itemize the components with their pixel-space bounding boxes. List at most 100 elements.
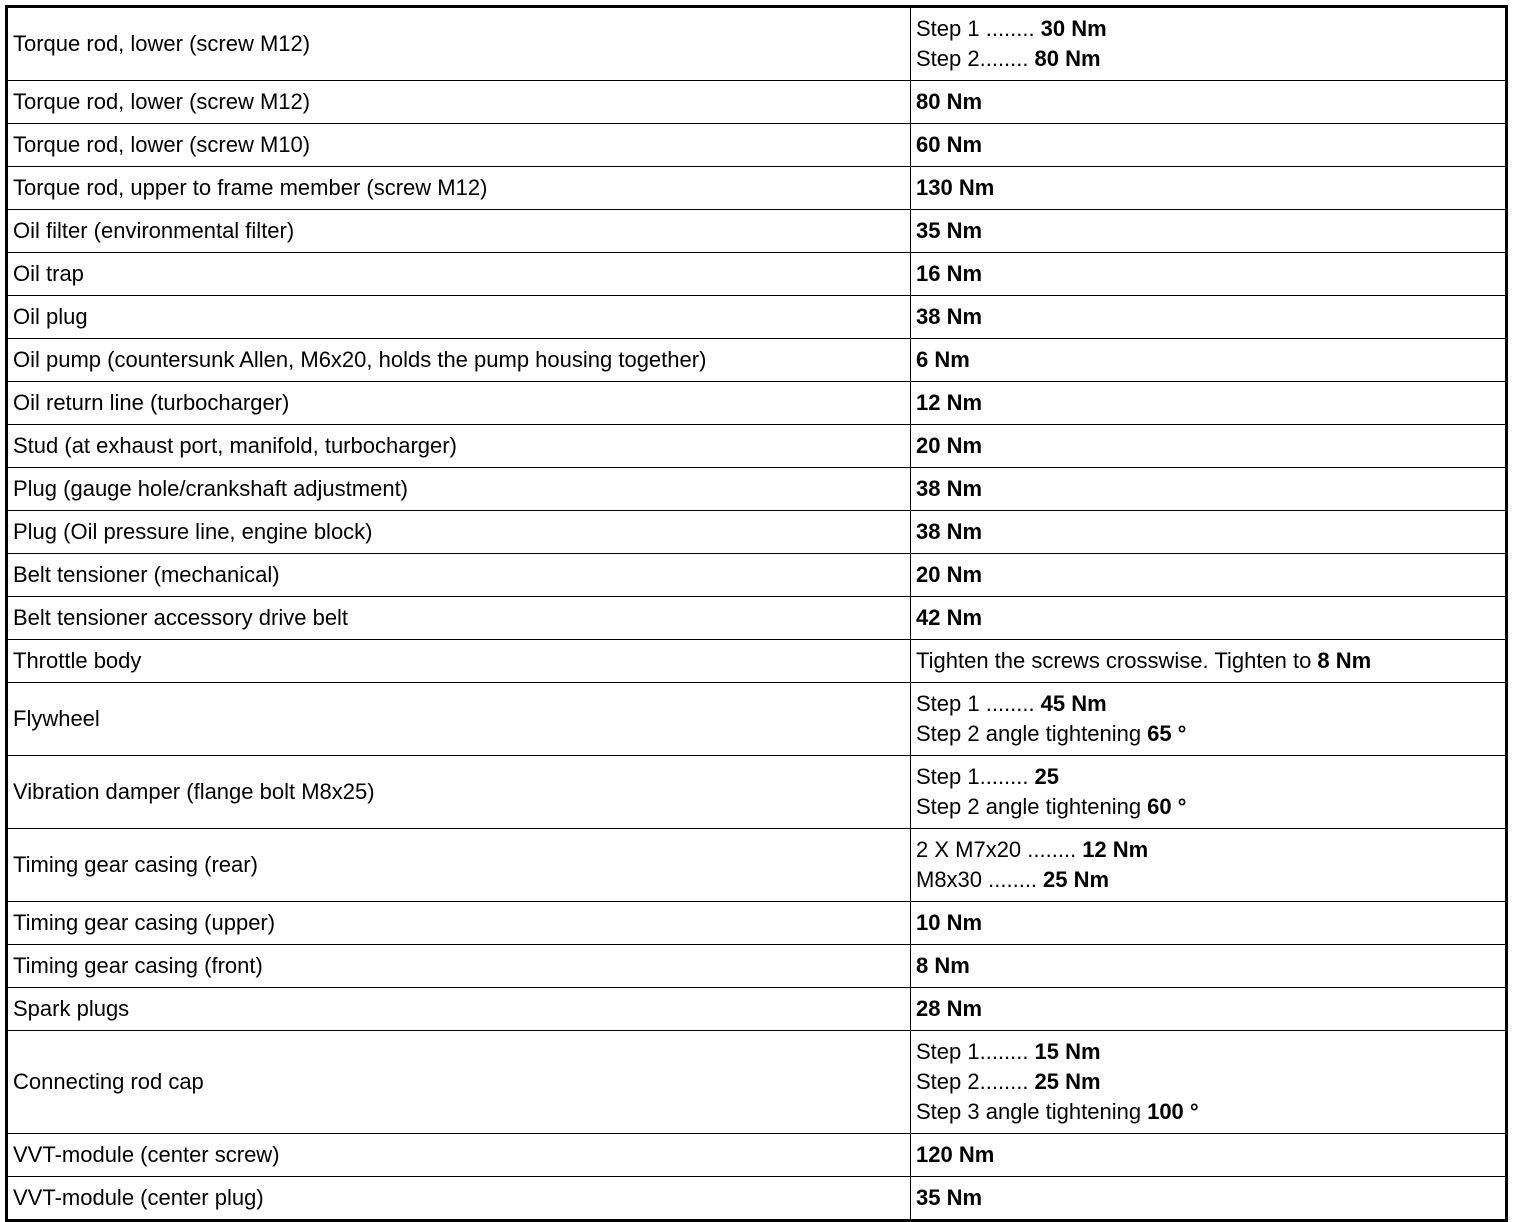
- part-cell: Plug (Oil pressure line, engine block): [6, 510, 911, 554]
- spec-line: 38 Nm: [916, 517, 1500, 547]
- table-row: Torque rod, lower (screw M12) Step 1 ....…: [6, 6, 1507, 81]
- spec-cell: 42 Nm: [910, 596, 1507, 640]
- spec-cell: Step 1 ........ 45 Nm Step 2 angle tighten…: [910, 682, 1507, 756]
- part-cell: Oil trap: [6, 252, 911, 296]
- spec-line: Step 2 angle tightening 65 °: [916, 719, 1500, 749]
- spec-cell: 28 Nm: [910, 987, 1507, 1031]
- spec-value: 60 °: [1147, 794, 1187, 819]
- spec-cell: 80 Nm: [910, 80, 1507, 124]
- table-row: Plug (Oil pressure line, engine block) 38…: [6, 510, 1507, 554]
- spec-line: 80 Nm: [916, 87, 1500, 117]
- spec-cell: 20 Nm: [910, 424, 1507, 468]
- spec-cell: 20 Nm: [910, 553, 1507, 597]
- spec-value: 6 Nm: [916, 347, 970, 372]
- part-cell: Timing gear casing (upper): [6, 901, 911, 945]
- table-row: Timing gear casing (rear) 2 X M7x20 .....…: [6, 828, 1507, 902]
- spec-value: 25 Nm: [1043, 867, 1110, 892]
- spec-value: 65 °: [1147, 721, 1187, 746]
- part-cell: Torque rod, upper to frame member (screw…: [6, 166, 911, 210]
- spec-value: 8 Nm: [1317, 648, 1372, 673]
- part-cell: Oil return line (turbocharger): [6, 381, 911, 425]
- table-row: Connecting rod cap Step 1........ 15 Nm Ste…: [6, 1030, 1507, 1134]
- spec-value: 60 Nm: [916, 132, 983, 157]
- table-row: Oil trap 16 Nm: [6, 252, 1507, 296]
- spec-label: Step 1 ........: [916, 16, 1035, 41]
- table-row: Timing gear casing (front) 8 Nm: [6, 944, 1507, 988]
- part-cell: VVT-module (center screw): [6, 1133, 911, 1177]
- spec-cell: Tighten the screws crosswise. Tighten to…: [910, 639, 1507, 683]
- spec-value: 25 Nm: [1034, 1069, 1101, 1094]
- table-row: Vibration damper (flange bolt M8x25) Step…: [6, 755, 1507, 829]
- spec-line: 60 Nm: [916, 130, 1500, 160]
- spec-label: Step 2 angle tightening: [916, 721, 1142, 746]
- spec-value: 10 Nm: [916, 910, 983, 935]
- spec-value: 80 Nm: [1034, 46, 1101, 71]
- table-row: Torque rod, lower (screw M10) 60 Nm: [6, 123, 1507, 167]
- spec-label: M8x30 ........: [916, 867, 1038, 892]
- table-row: VVT-module (center screw) 120 Nm: [6, 1133, 1507, 1177]
- spec-label: Step 2 angle tightening: [916, 794, 1142, 819]
- spec-line: 130 Nm: [916, 173, 1500, 203]
- spec-value: 38 Nm: [916, 304, 983, 329]
- spec-label: Step 1........: [916, 1039, 1029, 1064]
- spec-line: 16 Nm: [916, 259, 1500, 289]
- part-cell: Spark plugs: [6, 987, 911, 1031]
- spec-line: Step 2........ 25 Nm: [916, 1067, 1500, 1097]
- spec-value: 100 °: [1147, 1099, 1199, 1124]
- spec-value: 28 Nm: [916, 996, 983, 1021]
- table-row: Belt tensioner accessory drive belt 42 Nm: [6, 596, 1507, 640]
- spec-line: 20 Nm: [916, 560, 1500, 590]
- part-cell: Torque rod, lower (screw M12): [6, 80, 911, 124]
- spec-line: 2 X M7x20 ........ 12 Nm: [916, 835, 1500, 865]
- spec-line: 6 Nm: [916, 345, 1500, 375]
- table-row: Oil plug 38 Nm: [6, 295, 1507, 339]
- table-row: Throttle body Tighten the screws crosswis…: [6, 639, 1507, 683]
- spec-value: 38 Nm: [916, 476, 983, 501]
- part-cell: Oil filter (environmental filter): [6, 209, 911, 253]
- spec-cell: 60 Nm: [910, 123, 1507, 167]
- spec-label: Step 3 angle tightening: [916, 1099, 1142, 1124]
- spec-line: Tighten the screws crosswise. Tighten to…: [916, 646, 1500, 676]
- spec-cell: 38 Nm: [910, 467, 1507, 511]
- part-cell: Torque rod, lower (screw M10): [6, 123, 911, 167]
- spec-line: 42 Nm: [916, 603, 1500, 633]
- spec-cell: 35 Nm: [910, 1176, 1507, 1221]
- part-cell: Plug (gauge hole/crankshaft adjustment): [6, 467, 911, 511]
- spec-value: 16 Nm: [916, 261, 983, 286]
- spec-value: 38 Nm: [916, 519, 983, 544]
- part-cell: Flywheel: [6, 682, 911, 756]
- spec-cell: 38 Nm: [910, 295, 1507, 339]
- spec-cell: 2 X M7x20 ........ 12 Nm M8x30 ........ 25 …: [910, 828, 1507, 902]
- table-body: Torque rod, lower (screw M12) Step 1 ....…: [6, 6, 1507, 1221]
- spec-line: Step 1 ........ 45 Nm: [916, 689, 1500, 719]
- table-row: Plug (gauge hole/crankshaft adjustment) 3…: [6, 467, 1507, 511]
- spec-line: 38 Nm: [916, 474, 1500, 504]
- part-cell: Vibration damper (flange bolt M8x25): [6, 755, 911, 829]
- part-cell: Torque rod, lower (screw M12): [6, 6, 911, 81]
- spec-cell: 120 Nm: [910, 1133, 1507, 1177]
- spec-line: Step 3 angle tightening 100 °: [916, 1097, 1500, 1127]
- spec-value: 35 Nm: [916, 218, 983, 243]
- spec-value: 20 Nm: [916, 433, 983, 458]
- spec-label: Tighten the screws crosswise. Tighten to: [916, 648, 1312, 673]
- spec-line: 20 Nm: [916, 431, 1500, 461]
- table-row: Oil filter (environmental filter) 35 Nm: [6, 209, 1507, 253]
- spec-label: Step 1........: [916, 764, 1029, 789]
- spec-value: 30 Nm: [1040, 16, 1107, 41]
- spec-line: 28 Nm: [916, 994, 1500, 1024]
- spec-label: Step 2........: [916, 1069, 1029, 1094]
- spec-cell: 10 Nm: [910, 901, 1507, 945]
- spec-line: M8x30 ........ 25 Nm: [916, 865, 1500, 895]
- spec-line: 35 Nm: [916, 1183, 1500, 1213]
- spec-value: 80 Nm: [916, 89, 983, 114]
- spec-cell: Step 1........ 15 Nm Step 2........ 25 Nm St…: [910, 1030, 1507, 1134]
- spec-value: 42 Nm: [916, 605, 983, 630]
- table-row: VVT-module (center plug) 35 Nm: [6, 1176, 1507, 1221]
- spec-line: Step 2........ 80 Nm: [916, 44, 1500, 74]
- spec-line: 35 Nm: [916, 216, 1500, 246]
- spec-line: 8 Nm: [916, 951, 1500, 981]
- spec-line: Step 1........ 15 Nm: [916, 1037, 1500, 1067]
- table-row: Belt tensioner (mechanical) 20 Nm: [6, 553, 1507, 597]
- torque-table: Torque rod, lower (screw M12) Step 1 ....…: [5, 5, 1508, 1222]
- table-row: Flywheel Step 1 ........ 45 Nm Step 2 angle…: [6, 682, 1507, 756]
